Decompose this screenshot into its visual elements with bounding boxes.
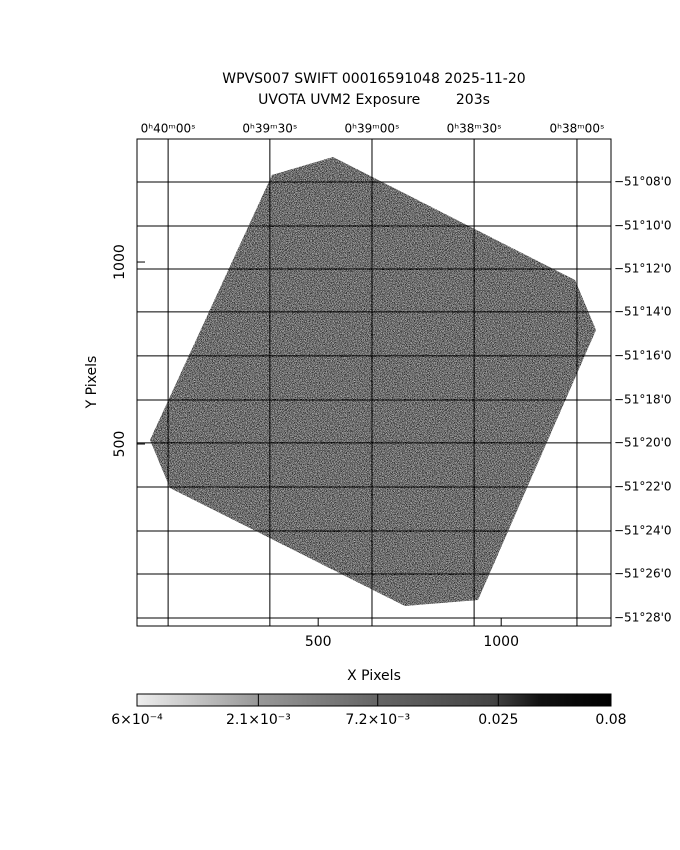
dec-tick-label: −51°14'0 bbox=[614, 304, 672, 318]
chart-subtitle: UVOTA UVM2 Exposure 203s bbox=[258, 92, 490, 108]
ra-tick-label: 0ʰ39ᵐ00ˢ bbox=[344, 122, 399, 136]
dec-tick-label: −51°18'0 bbox=[614, 392, 672, 406]
dec-tick-label: −51°10'0 bbox=[614, 218, 672, 232]
dec-tick-label: −51°08'0 bbox=[614, 174, 672, 188]
y-axis-label: Y Pixels bbox=[84, 356, 100, 410]
x-axis-label: X Pixels bbox=[347, 668, 401, 684]
dec-tick-label: −51°16'0 bbox=[614, 348, 672, 362]
colorbar-tick-label: 7.2×10⁻³ bbox=[345, 712, 410, 728]
colorbar-tick-label: 0.08 bbox=[595, 712, 626, 728]
ra-tick-label: 0ʰ38ᵐ00ˢ bbox=[549, 122, 604, 136]
grid bbox=[137, 139, 611, 626]
chart-title: WPVS007 SWIFT 00016591048 2025-11-20 bbox=[222, 71, 525, 87]
dec-tick-label: −51°22'0 bbox=[614, 479, 672, 493]
dec-tick-label: −51°28'0 bbox=[614, 610, 672, 624]
exposure-image bbox=[150, 157, 596, 606]
colorbar-tick-label: 0.025 bbox=[478, 712, 518, 728]
ra-tick-label: 0ʰ38ᵐ30ˢ bbox=[447, 122, 502, 136]
colorbar-tick-label: 2.1×10⁻³ bbox=[226, 712, 291, 728]
y-tick-label: 1000 bbox=[112, 244, 128, 280]
colorbar-tick-label: 6×10⁻⁴ bbox=[111, 712, 163, 728]
x-tick-label: 500 bbox=[305, 634, 332, 650]
ra-tick-label: 0ʰ40ᵐ00ˢ bbox=[141, 122, 196, 136]
dec-tick-label: −51°24'0 bbox=[614, 524, 672, 538]
dec-tick-label: −51°26'0 bbox=[614, 566, 672, 580]
y-tick-label: 500 bbox=[112, 431, 128, 458]
x-tick-label: 1000 bbox=[483, 634, 519, 650]
dec-tick-label: −51°20'0 bbox=[614, 435, 672, 449]
dec-tick-label: −51°12'0 bbox=[614, 261, 672, 275]
ra-tick-label: 0ʰ39ᵐ30ˢ bbox=[242, 122, 297, 136]
colorbar bbox=[136, 693, 612, 707]
plot-frame bbox=[136, 138, 612, 627]
